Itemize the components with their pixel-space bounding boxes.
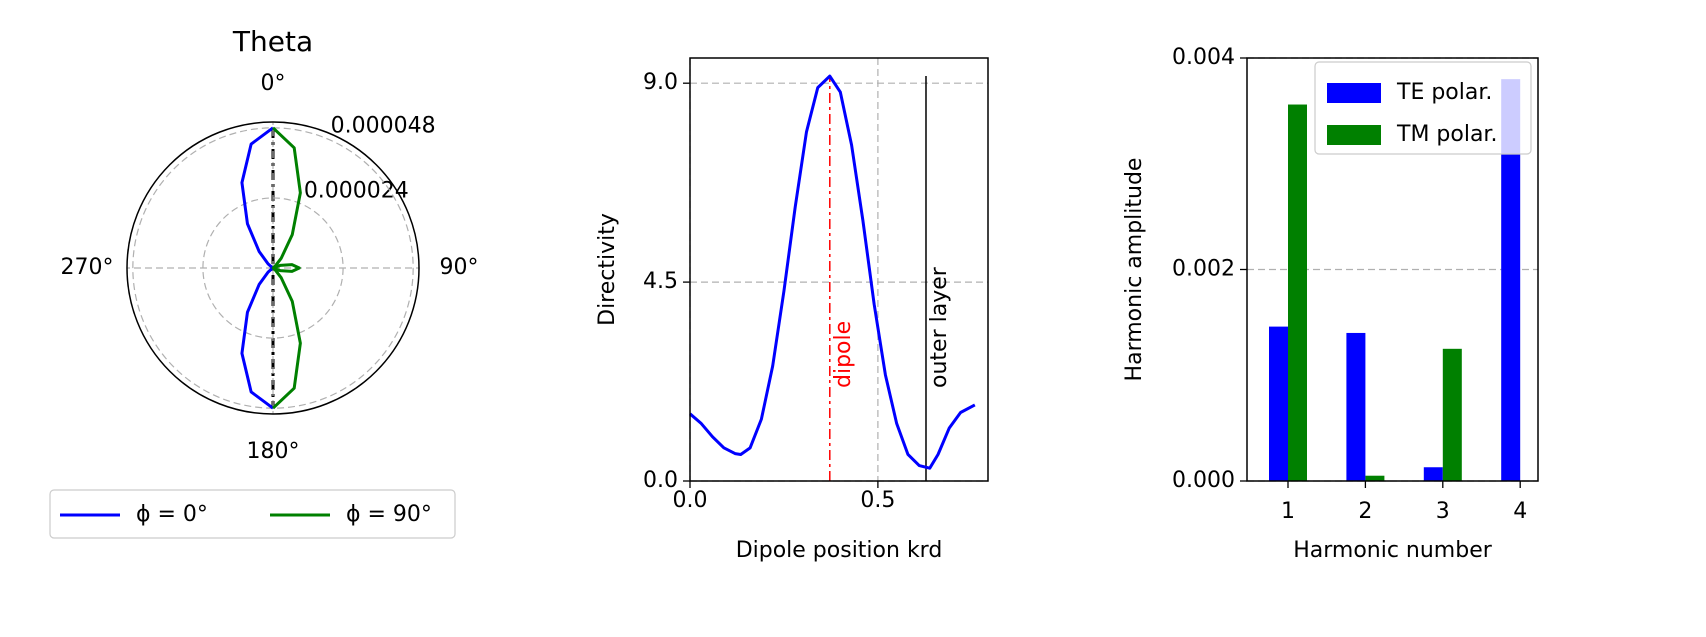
legend-label: TE polar.: [1396, 80, 1492, 105]
y-tick-label: 9.0: [643, 70, 678, 95]
x-tick-label: 1: [1281, 499, 1295, 524]
polar-frame: [126, 121, 420, 415]
bar: [1423, 467, 1443, 481]
y-axis-label: Directivity: [595, 213, 620, 326]
theta-tick-label: 270°: [61, 255, 114, 280]
x-tick-label: 0.0: [673, 488, 708, 513]
y-axis-label: Harmonic amplitude: [1122, 158, 1147, 382]
legend-label: ϕ = 90°: [346, 502, 432, 527]
x-axis-label: Dipole position krd: [736, 538, 943, 563]
legend-label: TM polar.: [1396, 122, 1497, 147]
y-tick-label: 0.000: [1172, 468, 1235, 493]
x-tick-label: 0.5: [860, 488, 895, 513]
x-tick-label: 4: [1513, 499, 1527, 524]
line: [689, 74, 976, 470]
bar: [1501, 79, 1521, 482]
annotation-label: outer layer: [927, 266, 952, 388]
annotation-label: dipole: [831, 321, 856, 388]
y-tick-label: 0.0: [643, 468, 678, 493]
x-axis-label: Harmonic number: [1293, 538, 1493, 563]
bar: [1442, 348, 1462, 481]
legend-box: [49, 489, 456, 539]
chart-title: Theta: [232, 25, 313, 58]
r-tick-label: 0.000024: [304, 178, 409, 203]
legend-label: ϕ = 0°: [136, 502, 208, 527]
bar: [1346, 332, 1366, 481]
legend-swatch: [1327, 83, 1381, 103]
bar: [1269, 326, 1288, 481]
legend-swatch: [1327, 125, 1381, 145]
r-tick-label: 0.000048: [331, 114, 436, 139]
grid-circle: [202, 197, 344, 339]
y-tick-label: 0.004: [1172, 45, 1235, 70]
y-tick-label: 0.002: [1172, 257, 1235, 282]
bar: [1288, 104, 1307, 481]
y-tick-label: 4.5: [643, 269, 678, 294]
x-tick-label: 2: [1358, 499, 1372, 524]
axes-frame: [1246, 57, 1539, 482]
axes-frame: [689, 57, 989, 482]
x-tick-label: 3: [1436, 499, 1450, 524]
theta-tick-label: 180°: [247, 439, 300, 464]
theta-tick-label: 90°: [440, 255, 479, 280]
bar: [1365, 475, 1385, 481]
polar-line: [271, 126, 302, 410]
theta-tick-label: 0°: [261, 71, 286, 96]
